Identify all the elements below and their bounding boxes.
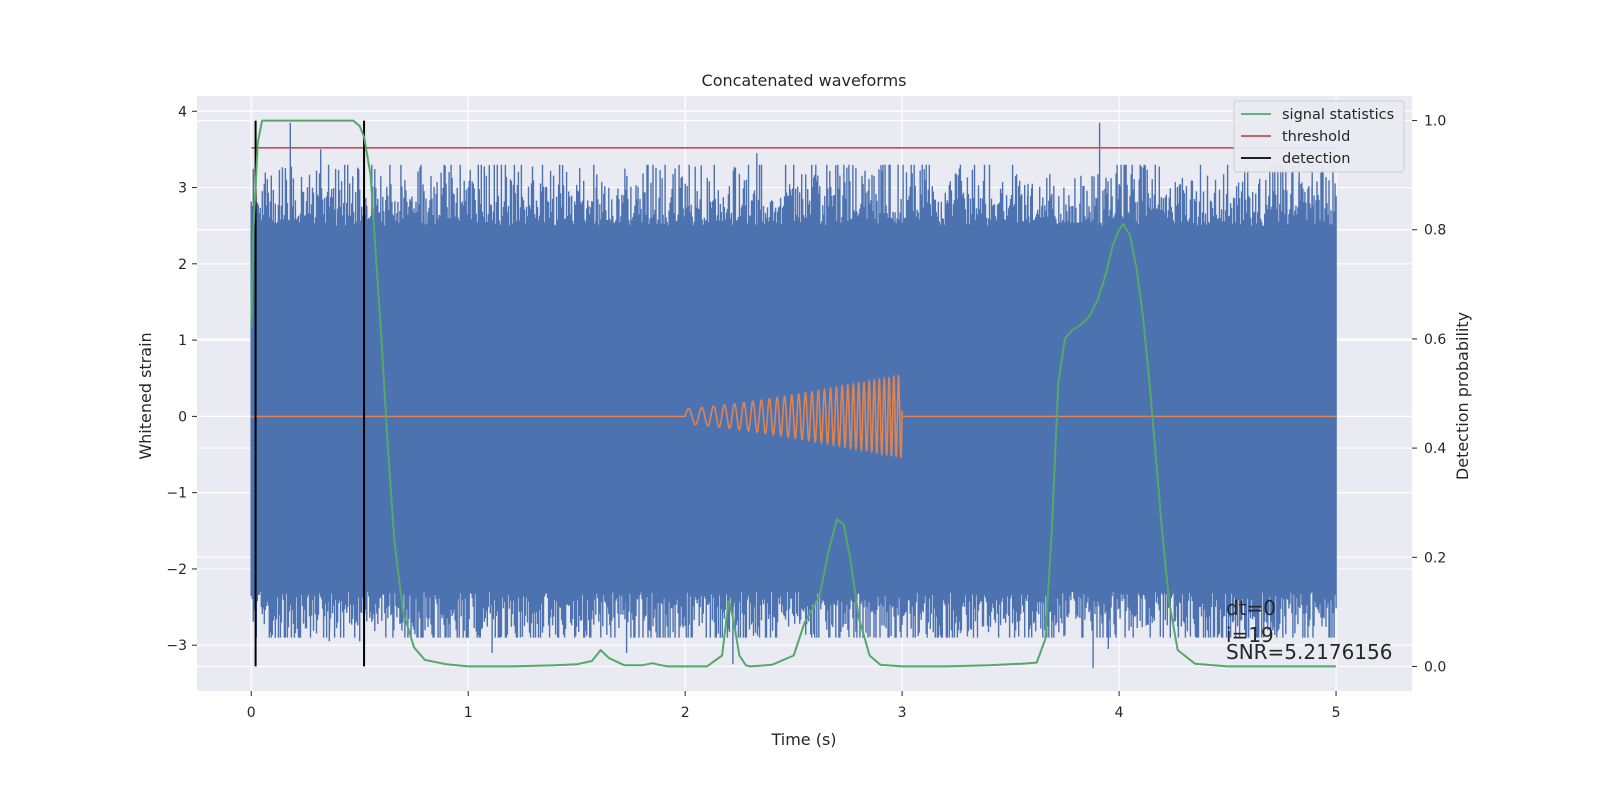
- y-axis-label-right: Detection probability: [1453, 312, 1472, 480]
- injection-series: [251, 374, 1337, 459]
- y-tick-label-right: 0.2: [1424, 550, 1446, 566]
- y-tick-label-right: 0.4: [1424, 441, 1446, 457]
- x-tick-label: 5: [1332, 705, 1341, 721]
- detection-series: [254, 120, 366, 667]
- x-axis-label: Time (s): [770, 730, 836, 749]
- chart-title: Concatenated waveforms: [702, 71, 907, 90]
- x-tick-label: 3: [898, 705, 907, 721]
- y-tick-label-left: 2: [178, 257, 187, 273]
- x-tick-label: 0: [247, 705, 256, 721]
- x-tick-label: 4: [1115, 705, 1124, 721]
- x-tick-label: 2: [681, 705, 690, 721]
- legend-label-signal-statistics: signal statistics: [1282, 107, 1394, 123]
- signal-statistics-line: [250, 119, 1337, 668]
- y-tick-label-right: 1.0: [1424, 114, 1446, 130]
- y-axis-label-left: Whitened strain: [136, 332, 155, 459]
- x-tick-label: 1: [464, 705, 473, 721]
- axis-ticks: 0 1 2 3 4 5 −3 −2 −1 0 1 2 3 4 0.0 0.2 0.4 0.6 0.8 1.0: [166, 104, 1446, 721]
- y-tick-label-right: 0.0: [1424, 659, 1446, 675]
- y-tick-label-left: 4: [178, 104, 187, 120]
- legend: signal statistics threshold detection: [1233, 100, 1405, 173]
- legend-box: [1233, 100, 1405, 173]
- annotation-dt: dt=0: [1226, 596, 1276, 620]
- y-tick-label-left: 1: [178, 333, 187, 349]
- y-tick-label-left: 3: [178, 181, 187, 197]
- legend-label-threshold: threshold: [1282, 129, 1350, 145]
- annotation-index: i=19: [1226, 623, 1274, 647]
- y-tick-label-left: −1: [166, 486, 187, 502]
- y-tick-label-right: 0.6: [1424, 332, 1446, 348]
- annotation-snr: SNR=5.2176156: [1226, 640, 1392, 664]
- y-tick-label-left: −2: [166, 562, 187, 578]
- legend-label-detection: detection: [1282, 151, 1350, 167]
- y-tick-label-right: 0.8: [1424, 223, 1446, 239]
- y-tick-label-left: −3: [166, 638, 187, 654]
- y-tick-label-left: 0: [178, 409, 187, 425]
- signal-statistics-series: [250, 119, 1337, 668]
- injection-trace: [251, 374, 1337, 459]
